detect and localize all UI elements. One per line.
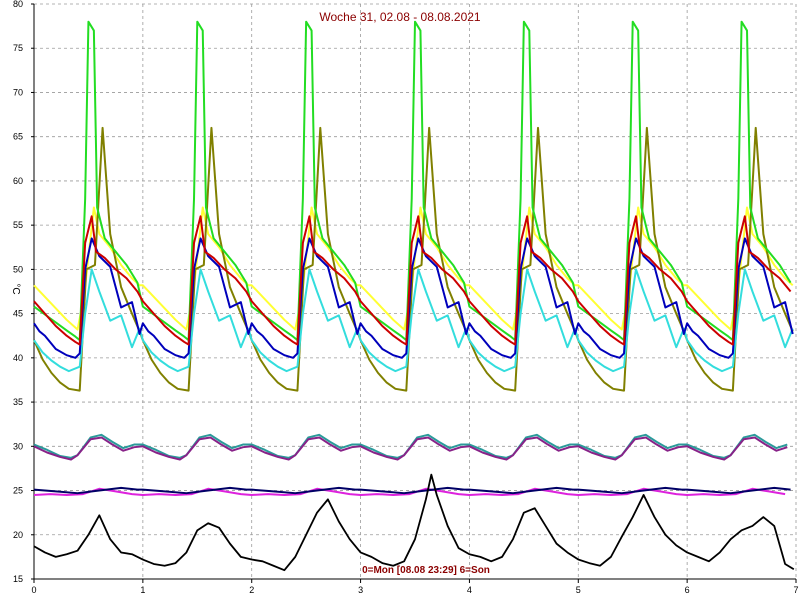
series-line-green: [33, 20, 792, 342]
y-tick-label: 40: [13, 353, 23, 363]
y-tick-label: 55: [13, 220, 23, 230]
x-tick-label: 2: [249, 585, 254, 595]
axes: [33, 4, 796, 580]
series-line-olive: [33, 126, 794, 392]
series-line-red: [33, 215, 792, 346]
y-tick-label: 60: [13, 176, 23, 186]
y-tick-label: 30: [13, 441, 23, 451]
y-tick-label: 15: [13, 574, 23, 584]
grid: [31, 3, 797, 583]
x-tick-label: 6: [685, 585, 690, 595]
y-tick-label: 50: [13, 264, 23, 274]
y-tick-label: 80: [13, 0, 23, 9]
chart-title: Woche 31, 02.08 - 08.08.2021: [319, 10, 481, 24]
x-tick-label: 3: [358, 585, 363, 595]
x-tick-labels: 0 1 2 3 4 5 6 7: [31, 585, 798, 595]
series-line-magenta: [33, 487, 786, 496]
series-line-black: [33, 473, 795, 572]
y-tick-label: 65: [13, 132, 23, 142]
y-tick-label: 70: [13, 87, 23, 97]
y-tick-label: 35: [13, 397, 23, 407]
series-line-purple: [33, 436, 788, 461]
y-tick-label: 25: [13, 486, 23, 496]
series-line-cyan: [33, 268, 794, 373]
x-tick-label: 7: [793, 585, 798, 595]
y-tick-label: 45: [13, 309, 23, 319]
x-tick-label: 5: [576, 585, 581, 595]
series-line-navy: [33, 486, 791, 495]
y-tick-label: 75: [13, 43, 23, 53]
y-tick-labels: 15 20 25 30 35 40 45 50 55 60 65 70 75 80: [13, 0, 23, 584]
x-tick-label: 1: [140, 585, 145, 595]
series-lines: [33, 20, 795, 572]
chart-footer: 0=Mon [08.08 23:29] 6=Son: [362, 565, 490, 576]
x-tick-label: 4: [467, 585, 472, 595]
y-axis-label: °C: [10, 283, 21, 294]
x-tick-label: 0: [31, 585, 36, 595]
y-tick-label: 20: [13, 530, 23, 540]
